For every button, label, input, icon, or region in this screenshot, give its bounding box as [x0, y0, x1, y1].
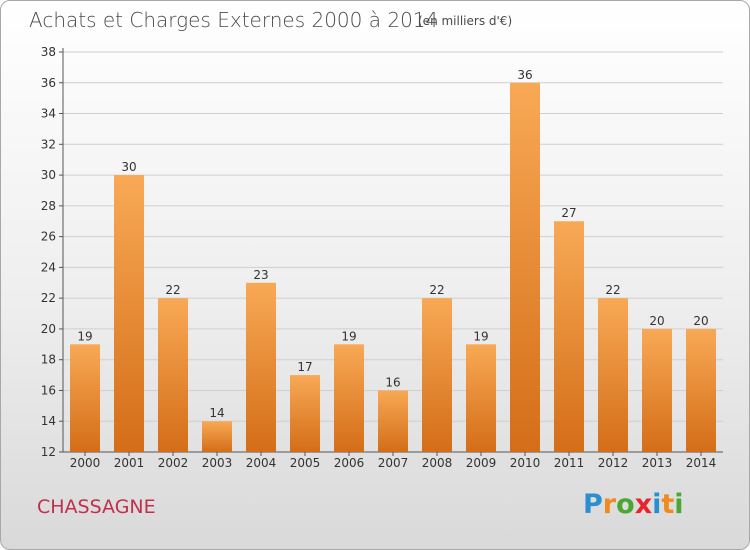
- logo-letter: t: [661, 489, 675, 520]
- y-tick-label: 14: [41, 414, 56, 428]
- value-label: 19: [473, 329, 488, 343]
- bar-2008: [422, 298, 452, 452]
- bar-2004: [246, 282, 276, 452]
- y-tick-label: 30: [41, 168, 56, 182]
- value-label: 14: [209, 406, 224, 420]
- x-tick-label: 2009: [466, 456, 497, 470]
- data-labels: 19 30 22 14 23 17 19 16 22 19 36 27 22 20 20: [77, 68, 708, 420]
- logo-letter: P: [583, 489, 603, 520]
- x-tick-label: 2014: [686, 456, 717, 470]
- x-tick-label: 2001: [114, 456, 145, 470]
- value-label: 19: [77, 329, 92, 343]
- value-label: 27: [561, 206, 576, 220]
- bar-2010: [510, 82, 540, 453]
- bar-2001: [114, 175, 144, 453]
- value-label: 23: [253, 268, 268, 282]
- chart-unit: (en milliers d'€): [418, 14, 513, 28]
- bar-2011: [554, 221, 584, 452]
- value-label: 22: [165, 283, 180, 297]
- bars: [70, 82, 716, 453]
- x-tick-label: 2005: [290, 456, 321, 470]
- y-tick-label: 34: [41, 107, 56, 121]
- y-tick-label: 28: [41, 199, 56, 213]
- x-tick-label: 2003: [202, 456, 233, 470]
- y-tick-label: 38: [41, 45, 56, 59]
- x-tick-label: 2008: [422, 456, 453, 470]
- bar-2003: [202, 421, 232, 452]
- value-label: 22: [429, 283, 444, 297]
- y-tick-label: 36: [41, 76, 56, 90]
- y-tick-label: 12: [41, 445, 56, 459]
- bar-2014: [686, 328, 716, 452]
- logo-letter: x: [634, 489, 653, 520]
- bar-2007: [378, 390, 408, 452]
- logo-letter: r: [602, 489, 617, 520]
- value-label: 36: [517, 68, 532, 82]
- y-tick-label: 24: [41, 260, 56, 274]
- value-label: 20: [649, 314, 664, 328]
- value-label: 22: [605, 283, 620, 297]
- y-tick-label: 22: [41, 291, 56, 305]
- bar-2013: [642, 328, 672, 452]
- y-tick-label: 20: [41, 322, 56, 336]
- bar-2002: [158, 298, 188, 452]
- bar-2006: [334, 344, 364, 452]
- x-tick-label: 2013: [642, 456, 673, 470]
- bar-2012: [598, 298, 628, 452]
- commune-name: CHASSAGNE: [37, 496, 156, 518]
- x-tick-label: 2007: [378, 456, 409, 470]
- x-tick-label: 2010: [510, 456, 541, 470]
- value-label: 19: [341, 329, 356, 343]
- x-tick-label: 2000: [70, 456, 101, 470]
- x-tick-label: 2006: [334, 456, 365, 470]
- value-label: 17: [297, 360, 312, 374]
- bar-2009: [466, 344, 496, 452]
- value-label: 20: [693, 314, 708, 328]
- logo-letter: o: [616, 489, 635, 520]
- y-tick-label: 16: [41, 383, 56, 397]
- x-tick-label: 2004: [246, 456, 277, 470]
- x-tick-label: 2002: [158, 456, 189, 470]
- proxiti-logo[interactable]: Proxiti: [583, 489, 684, 520]
- bar-2005: [290, 375, 320, 452]
- x-tick-label: 2012: [598, 456, 629, 470]
- y-tick-label: 18: [41, 353, 56, 367]
- y-tick-label: 32: [41, 137, 56, 151]
- logo-letter: i: [674, 489, 684, 520]
- x-tick-label: 2011: [554, 456, 585, 470]
- value-label: 16: [385, 375, 400, 389]
- logo-letter: i: [652, 489, 662, 520]
- bar-2000: [70, 344, 100, 452]
- y-tick-label: 26: [41, 230, 56, 244]
- chart-title: Achats et Charges Externes 2000 à 2014: [29, 8, 439, 32]
- value-label: 30: [121, 160, 136, 174]
